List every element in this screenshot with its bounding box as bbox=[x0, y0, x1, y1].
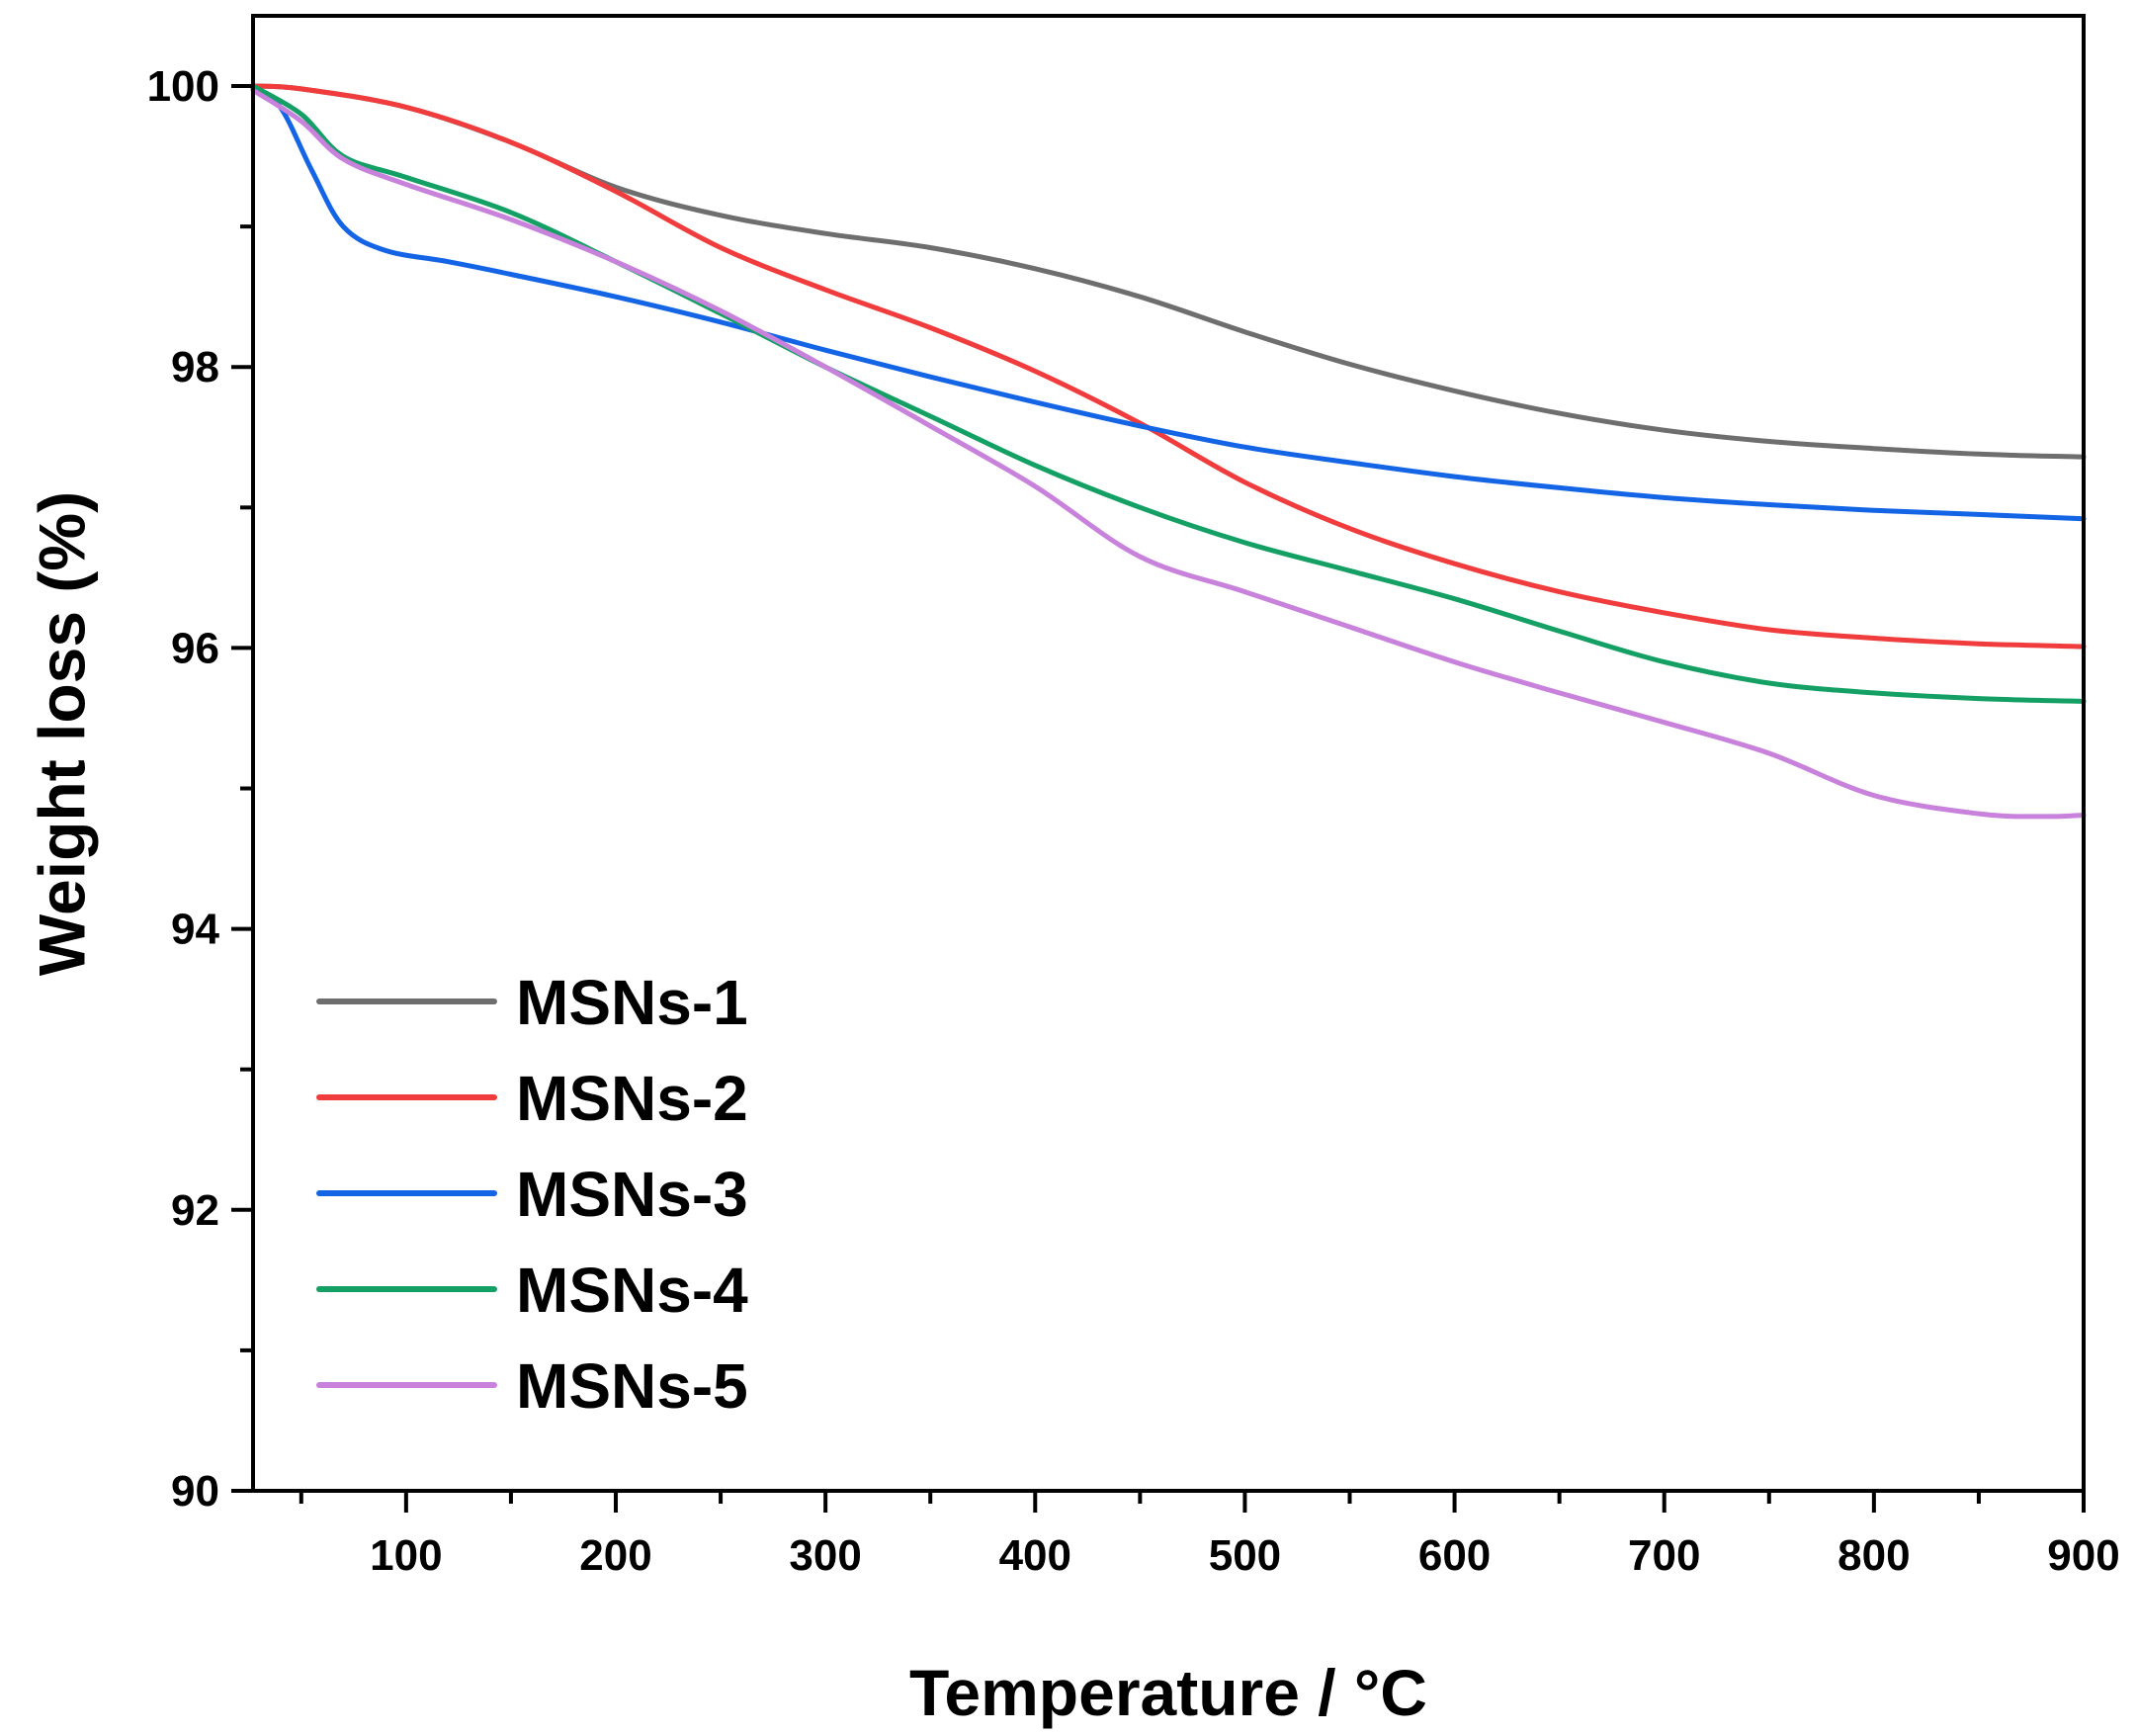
y-tick-label: 92 bbox=[171, 1186, 219, 1235]
y-axis: 90 92 94 96 98 100 bbox=[147, 62, 253, 1516]
x-tick-label: 600 bbox=[1418, 1531, 1491, 1580]
legend-label: MSNs-5 bbox=[516, 1350, 748, 1422]
y-tick-label: 90 bbox=[171, 1467, 219, 1516]
x-axis: 100 200 300 400 500 600 700 800 900 bbox=[299, 1491, 2120, 1580]
x-tick-label: 300 bbox=[789, 1531, 861, 1580]
legend-label: MSNs-4 bbox=[516, 1255, 748, 1326]
x-axis-title: Temperature / °C bbox=[909, 1656, 1427, 1729]
legend-label: MSNs-2 bbox=[516, 1063, 748, 1134]
x-tick-label: 500 bbox=[1209, 1531, 1281, 1580]
x-tick-label: 200 bbox=[579, 1531, 651, 1580]
plot-frame bbox=[251, 14, 2086, 1493]
y-axis-title: Weight loss (%) bbox=[25, 491, 98, 976]
series-line-MSNs-2 bbox=[250, 83, 2087, 650]
x-tick-label: 900 bbox=[2047, 1531, 2119, 1580]
legend-label: MSNs-1 bbox=[516, 967, 748, 1038]
plot-curves bbox=[250, 83, 2087, 820]
y-tick-label: 98 bbox=[171, 343, 219, 391]
series-line-MSNs-5 bbox=[250, 87, 2087, 820]
y-tick-label: 100 bbox=[147, 62, 219, 111]
series-line-MSNs-4 bbox=[250, 83, 2087, 704]
y-tick-label: 94 bbox=[171, 906, 219, 954]
y-tick-label: 96 bbox=[171, 624, 219, 672]
legend-label: MSNs-3 bbox=[516, 1159, 748, 1230]
series-line-MSNs-3 bbox=[250, 86, 2087, 522]
x-tick-label: 800 bbox=[1838, 1531, 1910, 1580]
series-line-MSNs-1 bbox=[250, 83, 2087, 460]
x-tick-label: 400 bbox=[999, 1531, 1071, 1580]
legend: MSNs-1 MSNs-2 MSNs-3 MSNs-4 MSNs-5 bbox=[316, 967, 748, 1422]
x-tick-label: 100 bbox=[370, 1531, 442, 1580]
x-tick-label: 700 bbox=[1628, 1531, 1700, 1580]
